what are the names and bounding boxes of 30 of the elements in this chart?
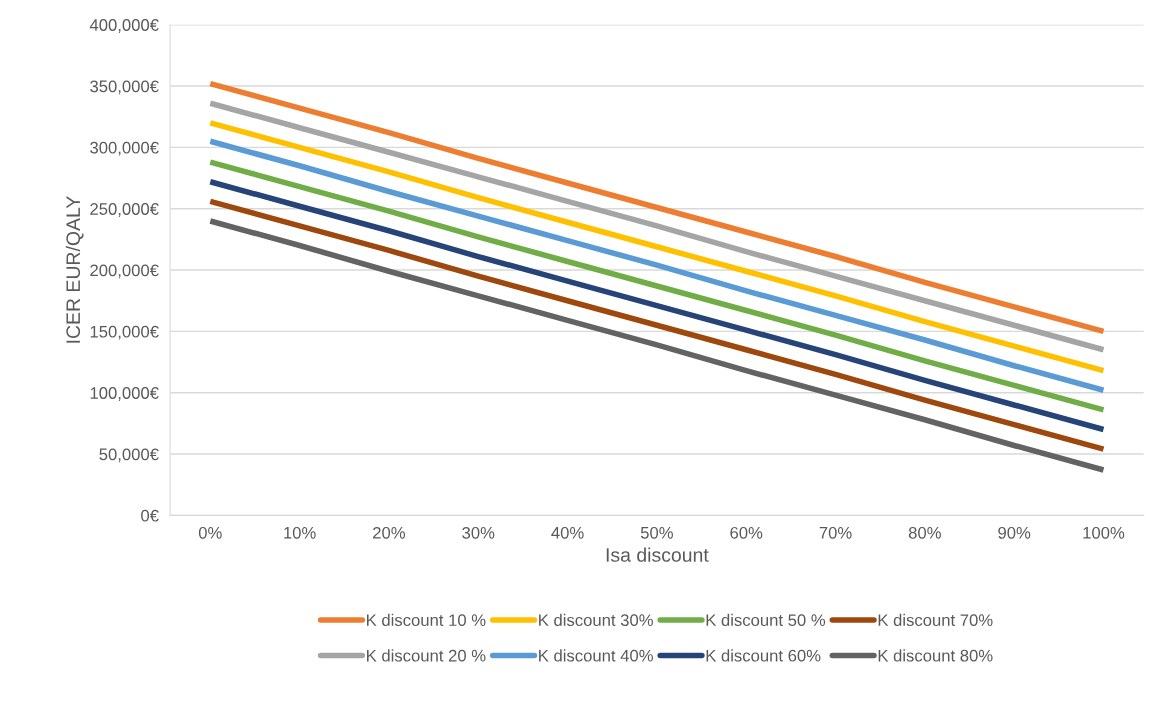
x-tick-label: 10%: [284, 526, 316, 539]
y-tick-label: 100,000€: [90, 387, 159, 401]
y-tick-label: 250,000€: [90, 203, 159, 217]
y-tick-label: 300,000€: [90, 141, 159, 156]
x-axis-title: Isa discount: [606, 547, 709, 562]
x-tick-label: 80%: [908, 526, 941, 539]
y-tick-label: 200,000€: [90, 264, 159, 279]
legend-label: K discount 30%: [539, 613, 653, 627]
x-tick-label: 20%: [373, 526, 406, 539]
legend-label: K discount 20 %: [367, 649, 486, 662]
x-tick-label: 0%: [198, 526, 222, 539]
legend-label: K discount 50 %: [706, 613, 826, 627]
x-tick-label: 30%: [462, 526, 495, 539]
y-axis-title: ICER EUR/QALY: [65, 196, 84, 343]
x-tick-label: 50%: [640, 526, 673, 539]
y-tick-label: 150,000€: [90, 325, 159, 340]
y-tick-label: 350,000€: [90, 80, 159, 95]
x-tick-label: 70%: [819, 526, 852, 539]
legend-label: K discount 70%: [878, 613, 993, 627]
legend-label: K discount 60%: [706, 649, 821, 662]
y-tick-label: 0€: [141, 509, 159, 522]
y-tick-label: 50,000€: [99, 448, 159, 463]
legend-label: K discount 40%: [539, 649, 653, 662]
legend-label: K discount 80%: [878, 649, 993, 662]
x-tick-label: 40%: [551, 526, 584, 539]
x-tick-label: 90%: [998, 526, 1031, 539]
x-tick-label: 60%: [730, 526, 763, 539]
y-tick-label: 400,000€: [89, 19, 159, 33]
x-tick-label: 100%: [1083, 526, 1125, 539]
legend-label: K discount 10 %: [367, 613, 486, 627]
